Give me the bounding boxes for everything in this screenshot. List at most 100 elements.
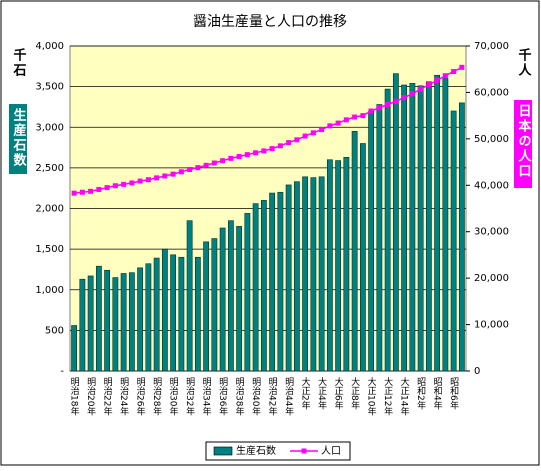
population-marker [269,146,275,152]
bar [425,81,432,372]
bar [359,143,366,372]
population-marker [376,105,382,111]
population-marker [170,171,176,177]
population-marker [71,190,77,196]
legend-box [205,441,351,461]
bar [318,176,325,372]
bar [285,184,292,372]
bar [310,177,317,372]
y-legend-box-box [9,104,27,174]
population-marker [310,130,316,136]
population-marker [211,160,217,166]
population-marker [434,77,440,83]
x-tick-label: 大正12年 [382,376,393,416]
y2-tick-label: 30,000 [474,227,509,238]
y-tick-label: 4,000 [35,41,64,52]
population-marker [236,154,242,159]
bar [120,273,127,372]
x-tick-label: 大正4年 [316,376,327,411]
population-marker [96,186,102,192]
population-marker [104,185,110,191]
x-tick-label: 昭和6年 [448,377,459,411]
x-tick-label: 大正8年 [349,376,360,411]
bar [450,110,457,372]
bar [219,227,226,372]
population-marker [409,91,415,97]
population-marker [368,108,374,114]
y-tick-label: 1,000 [35,285,64,296]
bar [293,181,300,372]
chart-title: 醤油生産量と人口の推移 [193,14,347,30]
population-marker [261,148,267,154]
population-marker [79,189,85,195]
bar [153,257,160,372]
bar [87,275,94,372]
bar [368,110,375,372]
y2-axis-label: 千人 [516,47,532,78]
population-marker [253,150,259,156]
x-tick-label: 明治22年 [102,377,113,416]
legend-label: 人口 [321,445,341,457]
bar [128,272,135,372]
population-marker [277,143,283,149]
y-axis-label: 千石 [11,47,28,78]
x-tick-label: 明治30年 [168,377,179,416]
population-marker [129,180,135,186]
bar [194,256,201,372]
x-tick-label: 昭和2年 [415,377,426,411]
bar [384,88,391,372]
population-marker [220,158,226,164]
population-marker [352,114,358,120]
x-tick-label: 大正6年 [333,376,344,411]
population-marker [418,86,424,92]
bar [178,256,185,372]
bar [269,192,276,372]
bar [71,325,78,372]
bar [442,78,449,372]
y-tick-label: 3,500 [35,82,64,93]
x-tick-label: 明治26年 [135,377,146,416]
x-tick-label: 明治44年 [283,377,294,416]
bar [104,269,111,372]
bar [343,157,350,372]
y2-tick-label: 20,000 [474,273,509,284]
x-tick-label: 明治38年 [234,377,245,416]
x-tick-label: 大正2年 [300,376,311,411]
population-marker [442,73,448,79]
x-tick-label: 明治18年 [69,377,80,416]
population-marker [327,123,333,129]
legend-swatch [213,446,233,456]
bar [409,83,416,372]
y2-tick-label: 10,000 [474,320,509,331]
bar [236,226,243,372]
bar [203,241,210,372]
x-tick-label: 明治40年 [250,377,261,416]
bar [417,85,424,372]
bar [335,160,342,372]
population-marker [228,155,234,161]
population-marker [121,181,127,187]
y-tick-label: 2,000 [35,204,64,215]
bar [244,213,251,372]
population-marker [203,162,209,168]
x-tick-label: 大正10年 [366,376,377,416]
population-marker [426,82,432,88]
bar [401,84,408,372]
bar [260,200,267,372]
y-tick-label: - [60,366,64,377]
population-marker [137,178,143,184]
population-marker [459,64,465,70]
population-marker [244,152,250,158]
bar [351,131,358,372]
bar [137,267,144,372]
y2-legend-box: 日本の人口 [516,104,532,179]
bar [326,159,333,372]
bar [95,265,102,372]
population-marker [286,140,292,146]
y-tick-label: 2,500 [35,163,64,174]
population-marker [294,137,300,143]
bar [161,248,168,372]
x-tick-label: 大正14年 [399,376,410,416]
y-tick-label: 3,000 [35,122,64,133]
population-marker [154,175,160,181]
